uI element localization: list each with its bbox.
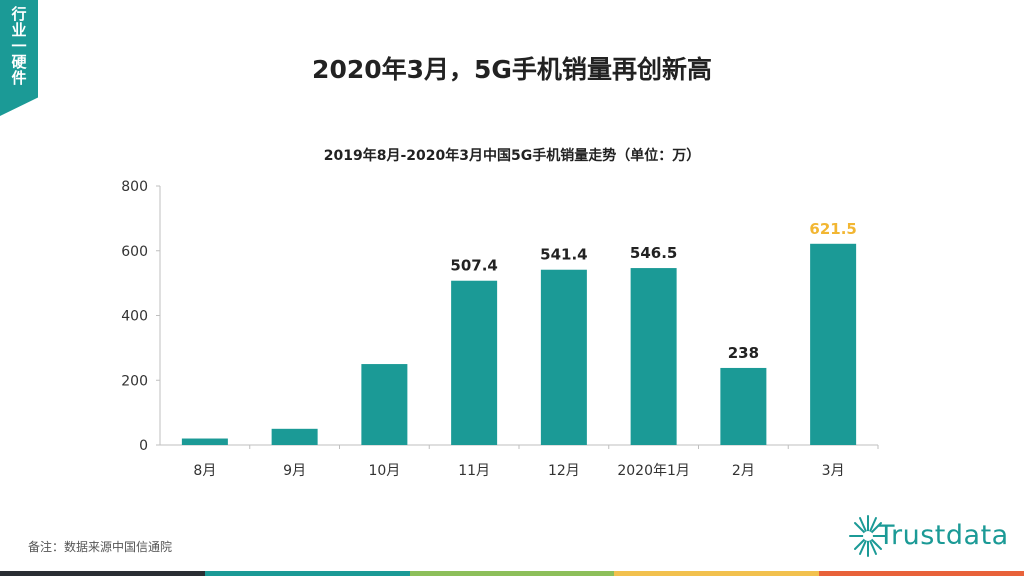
bar bbox=[810, 243, 857, 445]
bar bbox=[361, 364, 408, 445]
bar bbox=[181, 438, 228, 445]
y-tick-label: 200 bbox=[121, 373, 148, 389]
y-tick-label: 800 bbox=[121, 179, 148, 195]
y-tick-label: 0 bbox=[139, 438, 148, 454]
data-label: 541.4 bbox=[540, 246, 587, 264]
x-tick-label: 12月 bbox=[548, 463, 580, 479]
bar bbox=[271, 428, 318, 445]
sunburst-icon bbox=[849, 515, 887, 557]
bar bbox=[540, 269, 587, 445]
x-tick-label: 8月 bbox=[193, 463, 216, 479]
y-tick-label: 400 bbox=[121, 309, 148, 325]
chart-title: 2019年8月-2020年3月中国5G手机销量走势（单位：万） bbox=[324, 147, 700, 164]
section-tag: 行业一硬件 bbox=[0, 0, 38, 116]
bar bbox=[451, 280, 498, 445]
x-tick-label: 10月 bbox=[368, 463, 400, 479]
data-label: 546.5 bbox=[630, 244, 677, 262]
bar bbox=[630, 268, 677, 445]
footer-segment-4 bbox=[614, 571, 820, 576]
footer-segment-1 bbox=[0, 571, 205, 576]
bar bbox=[720, 367, 767, 445]
footer-color-bar bbox=[0, 571, 1024, 576]
footer-segment-3 bbox=[409, 571, 615, 576]
data-label: 238 bbox=[728, 344, 759, 362]
data-label: 621.5 bbox=[809, 220, 856, 238]
x-tick-label: 2月 bbox=[732, 463, 755, 479]
x-tick-label: 2020年1月 bbox=[617, 463, 690, 479]
footer-segment-5 bbox=[819, 571, 1024, 576]
trustdata-logo: Trustdata bbox=[848, 510, 1018, 562]
x-tick-label: 11月 bbox=[458, 463, 490, 479]
x-tick-label: 9月 bbox=[283, 463, 306, 479]
footer-segment-2 bbox=[204, 571, 410, 576]
page-title: 2020年3月，5G手机销量再创新高 bbox=[312, 55, 712, 84]
source-note: 备注：数据来源中国信通院 bbox=[28, 540, 173, 554]
data-label: 507.4 bbox=[450, 257, 497, 275]
logo-text: Trustdata bbox=[878, 520, 1009, 551]
y-tick-label: 600 bbox=[121, 244, 148, 260]
x-tick-label: 3月 bbox=[822, 463, 845, 479]
